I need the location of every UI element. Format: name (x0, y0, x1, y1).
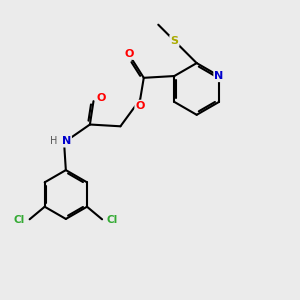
Text: O: O (97, 93, 106, 103)
Text: O: O (136, 101, 145, 111)
Text: O: O (125, 49, 134, 59)
Text: N: N (61, 136, 71, 146)
Text: S: S (170, 36, 178, 46)
Text: H: H (50, 136, 58, 146)
Text: N: N (214, 71, 224, 81)
Text: Cl: Cl (14, 215, 25, 225)
Text: Cl: Cl (106, 215, 118, 225)
